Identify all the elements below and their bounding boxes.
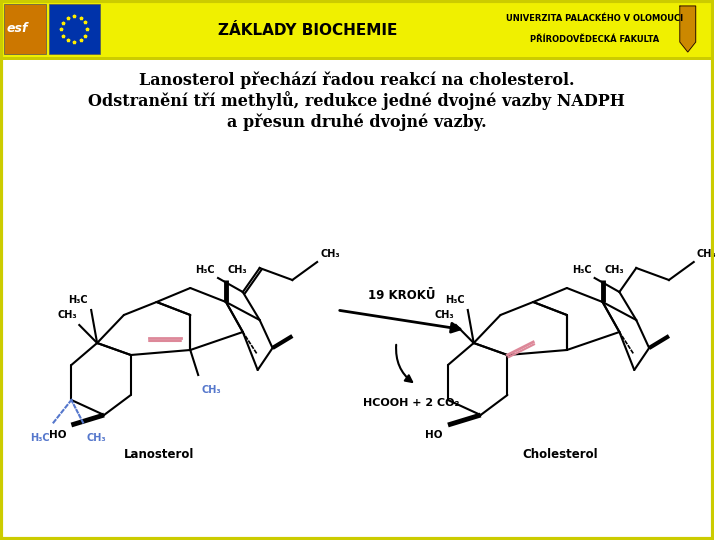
Text: CH₃: CH₃ — [697, 249, 716, 259]
Text: H₃C: H₃C — [572, 265, 592, 275]
Text: CH₃: CH₃ — [228, 265, 248, 275]
Text: CH₃: CH₃ — [86, 433, 106, 443]
Bar — [0, 0, 714, 58]
Bar — [48, 4, 100, 54]
Text: 19 KROKŪ: 19 KROKŪ — [368, 289, 435, 302]
Text: Lanosterol: Lanosterol — [123, 448, 194, 461]
Text: a přesun druhé dvojné vazby.: a přesun druhé dvojné vazby. — [227, 113, 487, 131]
Text: CH₃: CH₃ — [58, 310, 77, 320]
Text: UNIVERZITA PALACKÉHO V OLOMOUCI: UNIVERZITA PALACKÉHO V OLOMOUCI — [506, 14, 683, 23]
Polygon shape — [680, 6, 696, 52]
Text: Cholesterol: Cholesterol — [522, 448, 598, 461]
Text: CH₃: CH₃ — [434, 310, 454, 320]
Text: CH₃: CH₃ — [605, 265, 624, 275]
Text: Lanosterol přechází řadou reakcí na cholesterol.: Lanosterol přechází řadou reakcí na chol… — [139, 71, 575, 89]
Bar — [4, 4, 45, 54]
Text: H₃C: H₃C — [195, 265, 215, 275]
Text: PŘÍRODOVĚDECKÁ FAKULTA: PŘÍRODOVĚDECKÁ FAKULTA — [530, 35, 660, 44]
Text: H₃C: H₃C — [68, 295, 89, 305]
Text: H₃C: H₃C — [445, 295, 465, 305]
Text: CH₃: CH₃ — [201, 385, 221, 395]
Text: HO: HO — [49, 430, 66, 440]
Text: ZÁKLADY BIOCHEMIE: ZÁKLADY BIOCHEMIE — [217, 23, 397, 38]
Text: HCOOH + 2 CO₂: HCOOH + 2 CO₂ — [363, 398, 459, 408]
Text: CH₃: CH₃ — [320, 249, 340, 259]
Text: HO: HO — [426, 430, 443, 440]
Text: H₃C: H₃C — [30, 433, 50, 443]
Text: Odstranění tří methylů, redukce jedné dvojné vazby NADPH: Odstranění tří methylů, redukce jedné dv… — [89, 91, 625, 111]
Text: esf: esf — [7, 23, 28, 36]
